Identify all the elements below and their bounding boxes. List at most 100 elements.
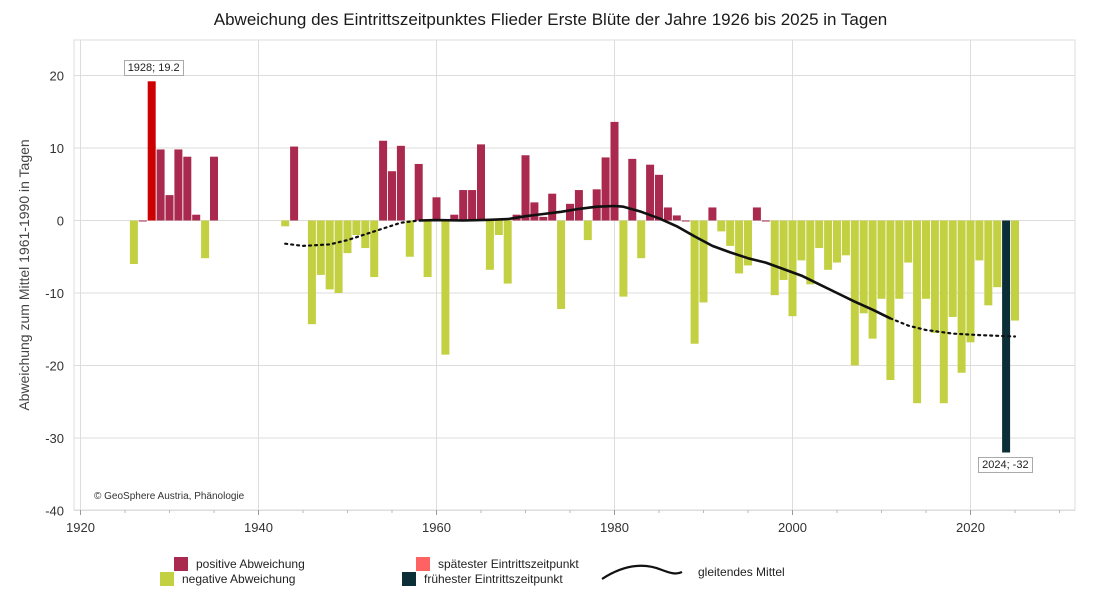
- legend-earliest-label: frühester Eintrittszeitpunkt: [424, 572, 563, 586]
- bar-2019: [957, 220, 966, 373]
- legend-art: [601, 564, 683, 580]
- legend-earliest: frühester Eintrittszeitpunkt: [402, 572, 563, 586]
- bar-2011: [886, 220, 895, 380]
- bar-1985: [655, 174, 663, 221]
- bar-1958: [414, 163, 423, 221]
- bar-1950: [343, 220, 352, 254]
- x-tick-label: 1980: [600, 520, 629, 535]
- x-tick-label: 1940: [244, 520, 273, 535]
- legend-average: gleitendes Mittel: [698, 565, 785, 579]
- x-tick-label: 1960: [422, 520, 451, 535]
- bar-1998: [770, 220, 779, 296]
- bar-1947: [316, 220, 325, 275]
- bar-1971: [530, 202, 539, 221]
- bar-2020: [966, 220, 975, 343]
- bar-2016: [930, 220, 939, 333]
- bar-1972: [539, 216, 548, 221]
- x-tick-label: 2000: [778, 520, 807, 535]
- bar-1994: [735, 220, 744, 274]
- bar-1953: [370, 220, 379, 278]
- credit-text: © GeoSphere Austria, Phänologie: [94, 491, 245, 502]
- annotation-min: 2024; -32: [978, 456, 1033, 473]
- bar-1960: [432, 197, 441, 221]
- moving-average-dotted-end: [889, 317, 1017, 338]
- bar-1926: [129, 220, 138, 264]
- legend-average-line: [601, 564, 683, 580]
- bar-1999: [779, 220, 788, 280]
- bar-2012: [895, 220, 904, 299]
- bar-1990: [699, 220, 708, 303]
- chart-title: Abweichung des Eintrittszeitpunktes Flie…: [213, 10, 888, 29]
- bar-1935: [210, 156, 218, 221]
- bar-2022: [984, 220, 993, 306]
- bar-1927: [138, 220, 147, 222]
- bar-1944: [290, 146, 299, 221]
- bar-1974: [557, 220, 566, 309]
- bar-1933: [192, 214, 201, 221]
- bar-1996: [752, 207, 761, 221]
- legend-latest-label: spätester Eintrittszeitpunkt: [438, 557, 579, 571]
- moving-average-layer: [284, 204, 1017, 338]
- bar-1981: [619, 220, 628, 297]
- bar-1978: [592, 189, 601, 221]
- y-tick-label: 10: [50, 141, 64, 156]
- bar-2006: [841, 220, 850, 256]
- bar-1995: [744, 220, 752, 266]
- bar-1976: [574, 190, 583, 221]
- bar-1951: [352, 220, 361, 235]
- legend-average-label: gleitendes Mittel: [698, 565, 785, 579]
- x-tick-label: 1920: [66, 520, 95, 535]
- y-tick-label: 20: [50, 69, 64, 84]
- bar-2009: [868, 220, 877, 339]
- bar-2017: [939, 220, 948, 404]
- bar-1949: [334, 220, 343, 293]
- bar-1965: [477, 144, 485, 221]
- bar-2003: [815, 220, 824, 249]
- bar-1993: [726, 220, 735, 246]
- bar-1984: [646, 164, 655, 221]
- bar-1931: [174, 149, 183, 221]
- bar-1961: [441, 220, 450, 355]
- bar-1934: [201, 220, 210, 259]
- bar-1964: [468, 190, 477, 221]
- bar-2025: [1011, 220, 1019, 321]
- bar-2014: [913, 220, 922, 404]
- bar-1973: [548, 193, 557, 221]
- bar-2010: [877, 220, 886, 299]
- bar-2007: [850, 220, 859, 366]
- bar-2002: [806, 220, 815, 285]
- legend-negative-label: negative Abweichung: [182, 572, 296, 586]
- y-tick-label: -40: [45, 504, 64, 519]
- legend-latest-swatch: [416, 557, 430, 571]
- x-tick-label: 2020: [956, 520, 985, 535]
- bar-2021: [975, 220, 984, 261]
- bar-1943: [281, 220, 290, 227]
- moving-average-dotted-start: [284, 219, 420, 248]
- moving-average-line: [418, 204, 891, 320]
- bar-1979: [601, 157, 610, 221]
- bar-1997: [761, 220, 770, 222]
- legend-positive-swatch: [174, 557, 188, 571]
- bar-1963: [459, 190, 468, 221]
- bar-2008: [859, 220, 868, 314]
- legend-negative: negative Abweichung: [160, 572, 295, 586]
- bar-1992: [717, 220, 726, 232]
- bar-2013: [904, 220, 913, 263]
- y-tick-label: -10: [45, 286, 64, 301]
- bar-1959: [423, 220, 432, 278]
- legend-positive-label: positive Abweichung: [196, 557, 305, 571]
- legend-positive: positive Abweichung: [174, 557, 305, 571]
- grid-layer: [73, 39, 1076, 511]
- bar-1989: [690, 220, 699, 344]
- bar-1970: [521, 155, 530, 221]
- y-tick-label: 0: [57, 214, 64, 229]
- bar-1930: [165, 195, 174, 221]
- bar-1986: [663, 207, 672, 221]
- bar-1983: [637, 220, 646, 259]
- bar-layer: [129, 81, 1019, 453]
- bar-1957: [405, 220, 414, 257]
- bar-1966: [485, 220, 494, 270]
- bar-2000: [788, 220, 797, 317]
- legend-latest: spätester Eintrittszeitpunkt: [416, 557, 579, 571]
- y-tick-label: -30: [45, 431, 64, 446]
